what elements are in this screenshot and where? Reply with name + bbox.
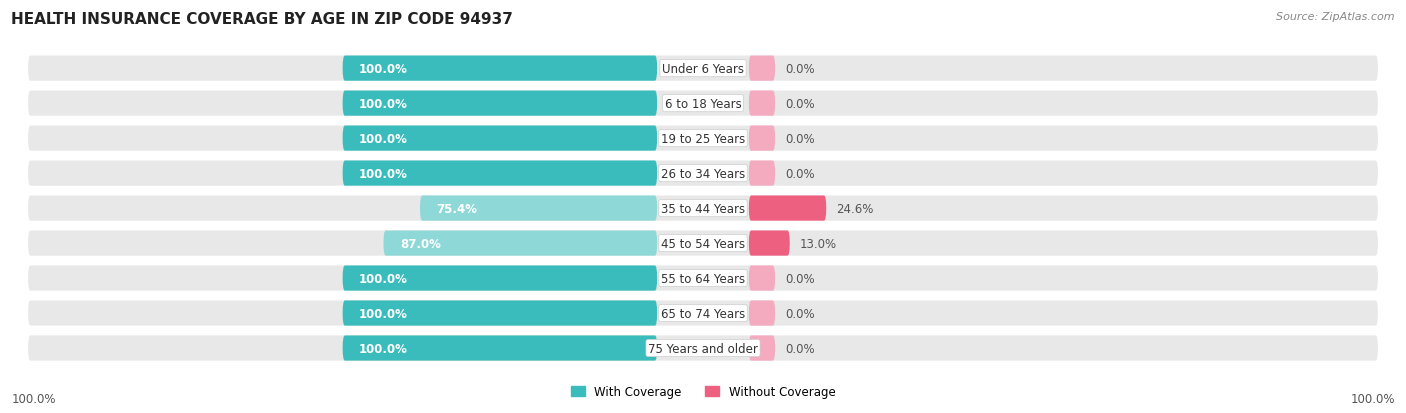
Text: 65 to 74 Years: 65 to 74 Years [661,307,745,320]
Text: 0.0%: 0.0% [785,307,814,320]
FancyBboxPatch shape [343,91,657,116]
Text: 19 to 25 Years: 19 to 25 Years [661,132,745,145]
Text: 45 to 54 Years: 45 to 54 Years [661,237,745,250]
Text: 100.0%: 100.0% [359,62,408,76]
FancyBboxPatch shape [28,196,1378,221]
FancyBboxPatch shape [749,161,775,186]
Text: 0.0%: 0.0% [785,272,814,285]
Text: 100.0%: 100.0% [359,97,408,110]
Text: 75 Years and older: 75 Years and older [648,342,758,355]
FancyBboxPatch shape [343,126,657,151]
Text: 100.0%: 100.0% [359,272,408,285]
Text: 100.0%: 100.0% [359,307,408,320]
Text: 0.0%: 0.0% [785,132,814,145]
Text: 0.0%: 0.0% [785,62,814,76]
FancyBboxPatch shape [343,301,657,326]
FancyBboxPatch shape [749,336,775,361]
Text: 0.0%: 0.0% [785,97,814,110]
Text: 87.0%: 87.0% [399,237,440,250]
FancyBboxPatch shape [749,91,775,116]
FancyBboxPatch shape [420,196,657,221]
FancyBboxPatch shape [343,266,657,291]
Text: 35 to 44 Years: 35 to 44 Years [661,202,745,215]
Text: 26 to 34 Years: 26 to 34 Years [661,167,745,180]
FancyBboxPatch shape [749,231,790,256]
Text: 0.0%: 0.0% [785,342,814,355]
Text: 100.0%: 100.0% [359,167,408,180]
Text: HEALTH INSURANCE COVERAGE BY AGE IN ZIP CODE 94937: HEALTH INSURANCE COVERAGE BY AGE IN ZIP … [11,12,513,27]
FancyBboxPatch shape [343,57,657,81]
FancyBboxPatch shape [28,57,1378,81]
FancyBboxPatch shape [28,161,1378,186]
Text: 0.0%: 0.0% [785,167,814,180]
FancyBboxPatch shape [28,91,1378,116]
Text: 100.0%: 100.0% [359,342,408,355]
FancyBboxPatch shape [749,266,775,291]
FancyBboxPatch shape [28,336,1378,361]
Text: Source: ZipAtlas.com: Source: ZipAtlas.com [1277,12,1395,22]
FancyBboxPatch shape [384,231,657,256]
Text: 55 to 64 Years: 55 to 64 Years [661,272,745,285]
FancyBboxPatch shape [343,161,657,186]
FancyBboxPatch shape [28,126,1378,151]
FancyBboxPatch shape [749,126,775,151]
FancyBboxPatch shape [28,266,1378,291]
FancyBboxPatch shape [343,336,657,361]
Text: 100.0%: 100.0% [359,132,408,145]
FancyBboxPatch shape [749,57,775,81]
FancyBboxPatch shape [28,301,1378,326]
FancyBboxPatch shape [749,196,827,221]
Text: 100.0%: 100.0% [11,392,56,405]
Text: 100.0%: 100.0% [1350,392,1395,405]
Text: 13.0%: 13.0% [800,237,837,250]
Text: 6 to 18 Years: 6 to 18 Years [665,97,741,110]
Text: Under 6 Years: Under 6 Years [662,62,744,76]
Text: 24.6%: 24.6% [837,202,873,215]
Text: 75.4%: 75.4% [436,202,478,215]
Legend: With Coverage, Without Coverage: With Coverage, Without Coverage [565,381,841,403]
FancyBboxPatch shape [28,231,1378,256]
FancyBboxPatch shape [749,301,775,326]
